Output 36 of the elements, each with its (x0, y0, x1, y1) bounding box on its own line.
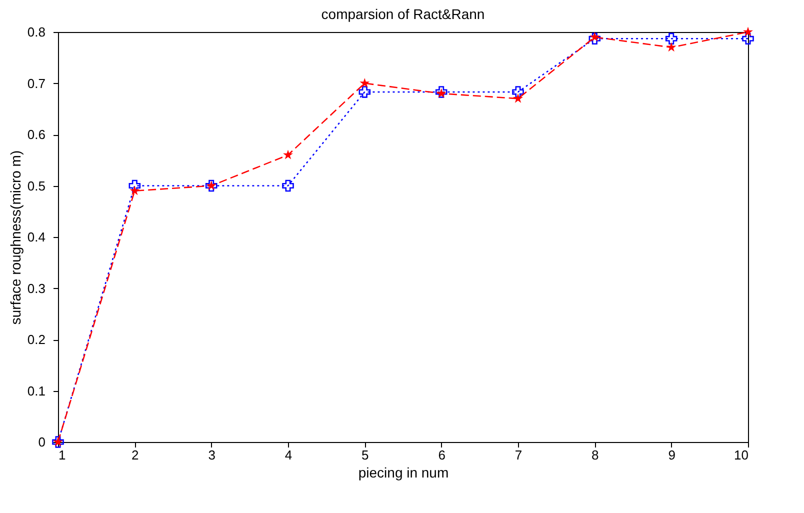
x-tick-label: 4 (284, 448, 292, 462)
x-tick-label: 1 (58, 448, 66, 462)
x-axis-title: piecing in num (358, 464, 449, 480)
point (513, 93, 523, 103)
y-tick-label: 0.6 (27, 127, 46, 142)
x-tick-label: 10 (734, 448, 748, 462)
y-axis-title: surface roughness(micro m) (7, 150, 24, 325)
point (283, 150, 293, 160)
point (512, 86, 524, 98)
x-tick-label: 7 (514, 448, 522, 462)
x-tick-label: 2 (132, 448, 139, 462)
point (128, 180, 141, 192)
point (666, 42, 676, 52)
point (588, 32, 601, 45)
point (742, 32, 754, 45)
point (130, 186, 140, 196)
y-tick-label: 0.8 (27, 24, 46, 40)
point (665, 32, 678, 45)
x-tick-label: 9 (668, 448, 676, 462)
point (282, 180, 294, 192)
y-tick-label: 0.1 (27, 383, 46, 398)
y-tick-label: 0.7 (27, 76, 46, 91)
y-tick-label: 0.3 (27, 280, 46, 296)
x-tick-label: 8 (592, 448, 599, 462)
y-tick-label: 0.2 (27, 332, 46, 347)
chart-title: comparsion of Ract&Rann (321, 6, 485, 22)
x-tick-label: 3 (208, 448, 216, 462)
y-tick-label: 0.5 (27, 178, 46, 194)
y-tick-label: 0.4 (27, 230, 46, 244)
point (360, 78, 370, 88)
x-tick-label: 5 (362, 448, 369, 462)
point (358, 86, 371, 98)
point (590, 32, 600, 42)
x-tick-label: 6 (438, 448, 446, 462)
point (743, 26, 753, 36)
y-tick-label: 0 (38, 434, 46, 450)
